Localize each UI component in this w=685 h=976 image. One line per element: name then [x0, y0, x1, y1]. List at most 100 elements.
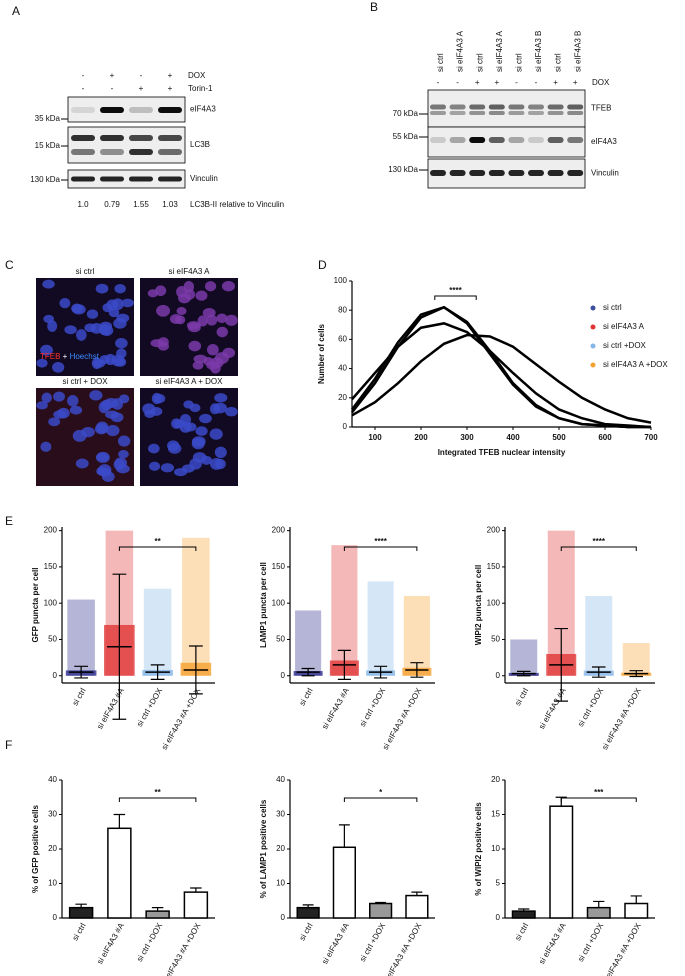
band [430, 170, 446, 176]
blot-box [67, 126, 186, 164]
image-title: si eIF4A3 A [169, 267, 211, 276]
panel-label: D [318, 258, 327, 272]
bar [405, 894, 429, 919]
quant-label: LC3B-II relative to Vinculin [190, 200, 284, 209]
lane-label: si eIF4A3 B [534, 31, 543, 72]
nucleus [118, 449, 129, 459]
dot-cloud [367, 581, 394, 676]
band [567, 137, 584, 143]
bar [624, 902, 649, 919]
nucleus [47, 320, 58, 332]
nucleus [111, 354, 125, 367]
x-tick-label: si ctrl +DOX [358, 921, 388, 963]
y-tick-label: 0 [343, 422, 348, 431]
y-tick-label: 20 [48, 844, 57, 853]
nucleus [52, 361, 65, 373]
stain-word: + [63, 352, 70, 361]
dot-cloud [67, 599, 95, 676]
series-line [351, 333, 652, 424]
error-bar [188, 645, 203, 695]
nucleus [59, 298, 71, 309]
x-tick-label: 300 [460, 433, 474, 442]
error-bar [592, 666, 606, 678]
band [449, 111, 466, 115]
y-axis-label: LAMP1 puncta per cell [259, 562, 268, 648]
bar [332, 846, 356, 919]
band [449, 170, 466, 176]
nucleus [195, 426, 208, 436]
nucleus [209, 428, 223, 440]
y-tick-label: 20 [276, 844, 285, 853]
nucleus [167, 443, 182, 454]
y-tick-label: 40 [48, 775, 57, 784]
band [129, 176, 153, 182]
sign: - [82, 71, 85, 80]
nucleus [112, 298, 124, 311]
y-tick-label: 0 [53, 913, 58, 922]
x-tick-label: 200 [414, 433, 428, 442]
nucleus [115, 464, 130, 474]
sign: + [475, 78, 480, 87]
nucleus [105, 410, 119, 419]
band [469, 170, 486, 176]
sig-bracket [118, 797, 197, 802]
y-tick-label: 20 [338, 393, 347, 402]
y-tick-label: 100 [334, 276, 348, 285]
band [129, 149, 153, 155]
image-title: si ctrl + DOX [62, 377, 108, 386]
sig-bracket [434, 295, 477, 300]
nucleus [188, 340, 202, 352]
error-bar [74, 665, 89, 679]
x-tick-label: si eIF4A3 #A [537, 686, 568, 731]
y-axis-label: GFP puncta per cell [31, 568, 40, 643]
legend-swatch [590, 362, 596, 368]
nucleus [192, 452, 207, 463]
x-tick-label: si eIF4A3 #A +DOX [160, 921, 203, 976]
y-tick-label: 0 [496, 671, 501, 680]
nucleus [189, 403, 201, 413]
kda-label: 35 kDa [35, 114, 61, 123]
nucleus [148, 443, 160, 454]
lane-label: si eIF4A3 A [495, 30, 504, 72]
nucleus [181, 464, 195, 473]
nucleus [115, 338, 128, 349]
x-tick-label: si ctrl [71, 921, 88, 942]
sign: + [553, 78, 558, 87]
y-tick-label: 30 [276, 810, 285, 819]
nucleus [184, 289, 196, 300]
sign: + [168, 84, 173, 93]
quant: 1.03 [162, 200, 178, 209]
band [508, 137, 525, 143]
nucleus [199, 413, 212, 424]
kda-label: 130 kDa [388, 165, 418, 174]
nucleus [86, 309, 99, 319]
nucleus [192, 361, 204, 370]
nucleus [150, 407, 163, 416]
nucleus [40, 441, 52, 452]
band [508, 170, 525, 176]
nucleus [222, 347, 236, 359]
y-tick-label: 100 [487, 598, 501, 607]
nucleus [225, 406, 238, 417]
band [469, 137, 486, 143]
error-bar [554, 627, 568, 702]
y-tick-label: 5 [496, 879, 501, 888]
x-tick-label: si ctrl +DOX [576, 921, 606, 963]
band [547, 104, 564, 110]
band [71, 176, 95, 182]
nucleus [71, 303, 83, 314]
nucleus [96, 421, 109, 434]
panel-label: B [370, 0, 378, 14]
sig-label: **** [593, 537, 606, 546]
y-tick-label: 10 [48, 879, 57, 888]
y-tick-label: 0 [53, 671, 58, 680]
sign: + [573, 78, 578, 87]
sig-label: **** [449, 286, 462, 295]
nucleus [98, 401, 110, 414]
y-tick-label: 200 [44, 526, 58, 535]
lane-label: si ctrl [475, 53, 484, 72]
x-tick-label: si ctrl [298, 921, 315, 942]
band [488, 170, 505, 176]
band [71, 149, 95, 155]
x-tick-label: si ctrl [71, 686, 88, 707]
